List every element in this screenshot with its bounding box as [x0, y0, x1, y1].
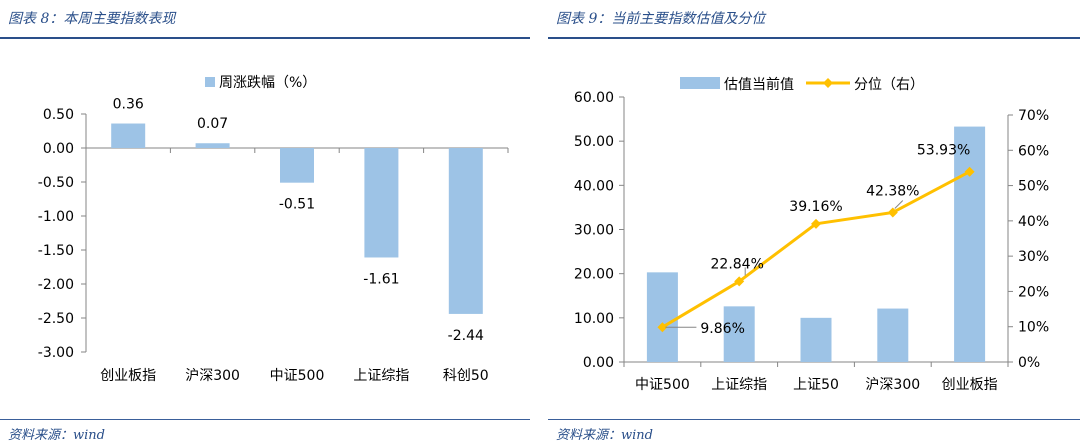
bar [364, 148, 399, 258]
bar [877, 308, 909, 362]
legend-bar-swatch [680, 77, 720, 89]
bar [723, 306, 755, 362]
bar [195, 143, 230, 148]
figure-9-panel: 图表 9：当前主要指数估值及分位 估值当前值 分位（右） 0.00 10.00 20.0… [548, 0, 1080, 443]
y-right-tick-label: 0% [1018, 355, 1040, 371]
y-tick-label: -0.50 [38, 175, 74, 191]
x-tick-label: 上证综指 [353, 368, 409, 384]
figure-9-top-rule [548, 37, 1080, 39]
x-tick-label: 上证综指 [711, 377, 767, 393]
x-tick-label: 科创50 [443, 368, 489, 384]
line-marker [964, 166, 975, 177]
bar [954, 126, 986, 362]
line-data-label: 39.16% [789, 199, 842, 215]
y-right-tick-label: 50% [1018, 179, 1049, 195]
y-tick-label: -1.00 [38, 209, 74, 225]
y-left-tick-label: 20.00 [574, 267, 614, 283]
figure-8-source: 资料来源：wind [8, 428, 105, 443]
figure-8-title: 图表 8：本周主要指数表现 [8, 11, 176, 27]
x-tick-label: 上证50 [793, 377, 839, 393]
figure-9-combo-chart: 估值当前值 分位（右） 0.00 10.00 20.00 30.00 40.00 50.00 6… [574, 76, 1049, 393]
figure-8-top-rule [0, 37, 530, 39]
line-marker [657, 322, 668, 333]
bar [800, 317, 832, 362]
data-label: 0.36 [113, 97, 144, 113]
figure-9-source: 资料来源：wind [556, 428, 653, 443]
x-tick-label: 沪深300 [185, 368, 240, 384]
y-tick-label: -2.50 [38, 311, 74, 327]
legend-label: 周涨跌幅（%） [219, 75, 316, 91]
data-label: -0.51 [279, 197, 315, 213]
y-left-tick-label: 40.00 [574, 178, 614, 194]
line-marker [887, 207, 898, 218]
figure-9-bottom-rule [548, 419, 1080, 420]
bar [280, 148, 314, 183]
x-tick-label: 中证500 [635, 377, 690, 393]
legend-swatch [205, 77, 215, 87]
y-right-tick-label: 20% [1018, 284, 1049, 300]
x-tick-label: 创业板指 [100, 368, 156, 384]
y-left-tick-label: 10.00 [574, 311, 614, 327]
line-data-label: 9.86% [700, 321, 744, 337]
legend-line-label: 分位（右） [854, 77, 924, 93]
leader-line [894, 200, 904, 209]
data-label: 0.07 [197, 116, 228, 132]
percentile-line [661, 170, 971, 329]
y-tick-label: -3.00 [38, 345, 74, 361]
y-tick-label: -1.50 [38, 243, 74, 259]
legend-line-marker [823, 78, 833, 88]
figure-8-panel: 图表 8：本周主要指数表现 周涨跌幅（%） 0.50 0.00 -0.50 -1.00 -… [0, 0, 530, 443]
data-label: -2.44 [448, 328, 484, 344]
y-tick-label: 0.00 [43, 141, 74, 157]
y-left-tick-label: 30.00 [574, 223, 614, 239]
x-tick-label: 中证500 [270, 368, 325, 384]
y-tick-label: -2.00 [38, 277, 74, 293]
y-right-tick-label: 40% [1018, 214, 1049, 230]
y-left-tick-label: 60.00 [574, 90, 614, 106]
figure-8-bar-chart: 周涨跌幅（%） 0.50 0.00 -0.50 -1.00 -1.50 -2.00 -2.50… [38, 75, 509, 384]
y-right-tick-label: 10% [1018, 320, 1049, 336]
y-right-tick-label: 30% [1018, 249, 1049, 265]
figure-8-bottom-rule [0, 419, 530, 420]
figure-9-title: 图表 9：当前主要指数估值及分位 [556, 11, 766, 27]
x-tick-label: 沪深300 [865, 377, 920, 393]
y-left-tick-label: 50.00 [574, 134, 614, 150]
line-marker [811, 218, 821, 229]
legend-bar-label: 估值当前值 [724, 76, 794, 93]
y-right-tick-label: 60% [1018, 143, 1049, 159]
line-marker [734, 276, 745, 287]
x-tick-label: 创业板指 [942, 377, 998, 393]
data-label: -1.61 [363, 271, 399, 287]
bar [448, 148, 483, 314]
bar [111, 123, 146, 148]
bar [646, 272, 678, 362]
line-data-label: 42.38% [866, 183, 919, 199]
y-left-tick-label: 0.00 [583, 355, 614, 371]
y-right-tick-label: 70% [1018, 108, 1049, 124]
line-data-label: 22.84% [711, 256, 764, 272]
y-tick-label: 0.50 [43, 107, 74, 123]
line-data-label: 53.93% [917, 143, 970, 159]
